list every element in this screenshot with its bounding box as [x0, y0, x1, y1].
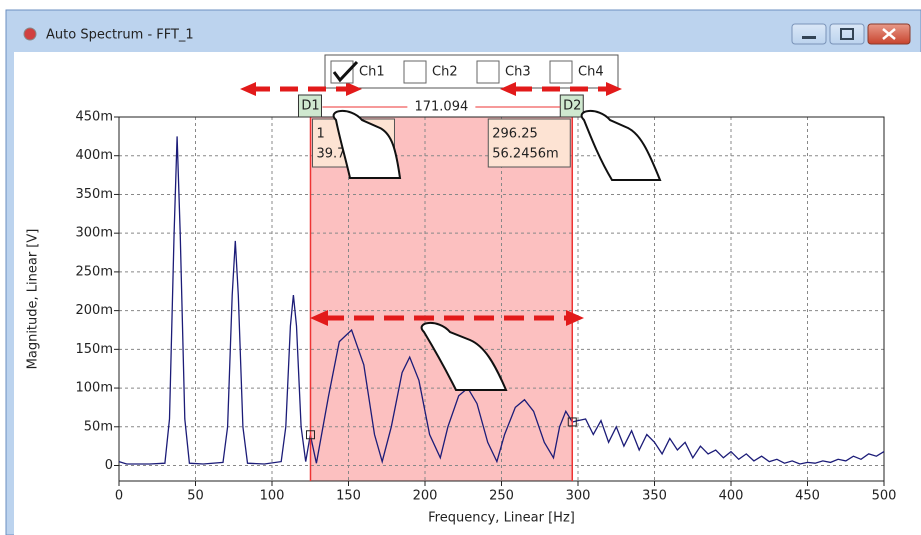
plot: 0 50 100 150 200 250 300 350 400 450 500050m100m15…: [26, 94, 897, 526]
y-tick-label: 50m: [84, 419, 113, 434]
cursor-point: [305, 430, 315, 440]
cursor-label: D2: [563, 99, 581, 114]
cursor-tag: [297, 94, 322, 118]
cursor-readout-text: 39.7: [316, 147, 345, 162]
cursor-readout: [487, 118, 571, 168]
y-tick-label: 150m: [76, 342, 113, 357]
legend-label: Ch1: [359, 65, 385, 80]
delta-bg: [407, 99, 476, 115]
y-tick-label: 450m: [76, 110, 113, 125]
x-tick-label: 150: [336, 489, 361, 504]
minimize-icon: [802, 36, 816, 39]
window-title: Auto Spectrum - FFT_1: [46, 28, 194, 43]
legend-checkbox[interactable]: [549, 60, 573, 84]
close-icon: [882, 28, 896, 40]
x-tick-label: 250: [489, 489, 514, 504]
spectrum-line: [118, 136, 885, 465]
y-tick-label: 250m: [76, 264, 113, 279]
x-tick-label: 450: [795, 489, 820, 504]
y-tick-label: 0: [105, 458, 113, 473]
legend-checkbox[interactable]: [476, 60, 500, 84]
x-tick-label: 300: [566, 489, 591, 504]
hand: [580, 110, 662, 181]
legend-label: Ch4: [578, 65, 604, 80]
cursor-label: D1: [301, 99, 319, 114]
x-tick-label: 350: [642, 489, 667, 504]
legend-checkbox[interactable]: [403, 60, 427, 84]
maximize-button[interactable]: [829, 23, 865, 45]
x-tick-label: 500: [872, 489, 897, 504]
minimize-button[interactable]: [791, 23, 827, 45]
y-tick-label: 100m: [76, 381, 113, 396]
legend-label: Ch3: [505, 65, 531, 80]
hand: [332, 110, 402, 179]
x-tick-label: 200: [413, 489, 438, 504]
x-tick-label: 0: [115, 489, 123, 504]
hand-icons: [332, 110, 662, 391]
y-axis-label: Magnitude, Linear [V]: [26, 229, 41, 370]
app-icon: [23, 27, 37, 41]
annotations: [240, 82, 622, 326]
legend-label: Ch2: [432, 65, 458, 80]
x-tick-label: 50: [187, 489, 204, 504]
hand: [420, 322, 508, 391]
legend-checkmark: [332, 60, 359, 83]
maximize-icon: [840, 28, 854, 40]
cursor-readout-text: 56.2456m: [492, 147, 558, 162]
delta-label: 171.094: [414, 100, 468, 115]
x-tick-label: 100: [260, 489, 285, 504]
cursor-readout-text: 1: [316, 127, 324, 142]
x-tick-label: 400: [719, 489, 744, 504]
cursor-readout-text: 296.25: [492, 127, 538, 142]
y-tick-label: 350m: [76, 187, 113, 202]
y-tick-label: 300m: [76, 226, 113, 241]
x-axis-label: Frequency, Linear [Hz]: [428, 511, 575, 526]
y-tick-label: 400m: [76, 148, 113, 163]
cursor-tag: [559, 94, 584, 118]
y-tick-label: 200m: [76, 303, 113, 318]
cursor-point: [567, 417, 577, 427]
plot-frame: [118, 116, 885, 482]
